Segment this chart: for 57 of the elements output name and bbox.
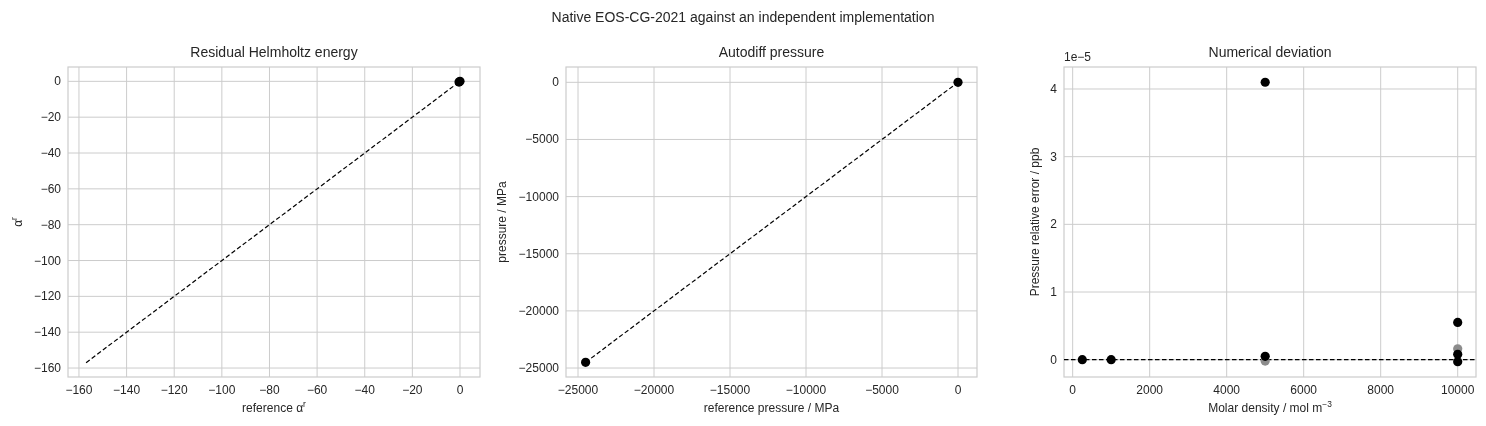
- x-tick-label: 0: [456, 383, 464, 397]
- y-tick-label: −160: [33, 361, 62, 376]
- y-axis-title: Pressure relative error / ppb: [1028, 147, 1042, 297]
- x-tick-label: 6000: [1290, 383, 1318, 397]
- y-tick-label: −120: [33, 289, 62, 304]
- point: [1260, 77, 1270, 87]
- chart-title: Numerical deviation: [1208, 44, 1332, 60]
- x-tick-label: −25000: [557, 383, 599, 397]
- x-tick-label: −5000: [865, 383, 900, 397]
- y-axis-title: pressure / MPa: [495, 181, 509, 263]
- y-tick-label: 0: [54, 74, 62, 89]
- chart-title: Autodiff pressure: [718, 44, 825, 60]
- x-tick-label: −10000: [785, 383, 827, 397]
- x-axis-title: reference α$^{r}$: [242, 399, 307, 415]
- x-axis-title: Molar density / mol m$^{−3}$: [1208, 399, 1333, 415]
- x-tick-label: 4000: [1213, 383, 1241, 397]
- y-tick-label: −25000: [518, 361, 560, 376]
- x-tick-label: −60: [306, 383, 328, 397]
- text: 1e−5: [1064, 50, 1092, 64]
- x-tick-label: −20: [402, 383, 423, 397]
- point: [1453, 317, 1463, 328]
- x-tick-label: −160: [65, 383, 93, 397]
- point: [1106, 355, 1116, 365]
- x-tick-label: −120: [160, 383, 189, 397]
- y-tick-label: −40: [40, 146, 62, 161]
- y-tick-label: −10000: [518, 189, 560, 204]
- text: Native EOS-CG-2021 against an independent implementation: [551, 9, 935, 25]
- point: [1077, 355, 1087, 365]
- x-tick-label: −80: [259, 383, 280, 397]
- x-axis-title: reference pressure / MPa: [703, 401, 840, 415]
- chart-title: Residual Helmholtz energy: [190, 44, 358, 60]
- y-tick-label: 0: [552, 75, 560, 90]
- y-tick-label: −60: [40, 181, 62, 196]
- x-tick-label: 8000: [1367, 383, 1395, 397]
- x-tick-label: −15000: [709, 383, 751, 397]
- x-tick-label: −100: [208, 383, 236, 397]
- y-tick-label: 1: [1050, 285, 1058, 300]
- x-tick-label: 0: [1069, 383, 1077, 397]
- y-tick-label: −80: [40, 217, 62, 232]
- x-tick-label: −140: [113, 383, 141, 397]
- y-tick-label: 2: [1050, 217, 1058, 232]
- point: [1453, 357, 1463, 367]
- x-tick-label: 0: [954, 383, 962, 397]
- y-tick-label: −15000: [518, 246, 560, 261]
- y-tick-label: −5000: [525, 132, 560, 147]
- y-tick-label: 0: [1050, 352, 1058, 367]
- y-tick-label: −100: [33, 253, 62, 268]
- x-tick-label: 2000: [1136, 383, 1164, 397]
- y-tick-label: −20: [40, 110, 62, 125]
- y-tick-label: 3: [1050, 149, 1058, 164]
- y-tick-label: −20000: [518, 303, 560, 318]
- y-tick-label: −140: [33, 325, 62, 340]
- x-tick-label: −40: [354, 383, 376, 397]
- x-tick-label: −20000: [633, 383, 675, 397]
- x-tick-label: 10000: [1441, 383, 1475, 397]
- y-tick-label: 4: [1050, 81, 1058, 96]
- point: [1260, 351, 1270, 361]
